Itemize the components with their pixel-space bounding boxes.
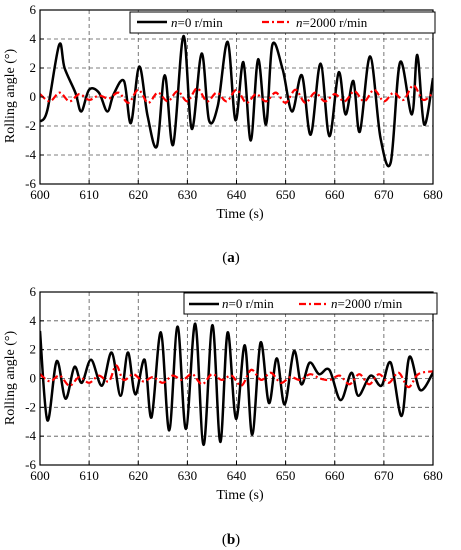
y-tick-label-a: 4 <box>30 31 37 46</box>
caption-b: (b) <box>222 532 240 548</box>
series-line-n2000-b <box>40 364 433 389</box>
legend-a: n=0 r/min n=2000 r/min <box>129 11 436 34</box>
y-tick-label-b: -6 <box>25 457 36 472</box>
y-tick-label-a: -6 <box>25 176 36 191</box>
x-tick-label-a: 600 <box>30 187 50 202</box>
legend-rest-n0-a: =0 r/min <box>178 15 224 30</box>
y-tick-label-b: 4 <box>30 313 37 328</box>
x-tick-label-a: 670 <box>374 187 394 202</box>
chart-panel-b: Rolling angle (°) Time (s) 600 610 620 630 6… <box>3 284 443 548</box>
y-tick-label-b: 6 <box>30 284 37 299</box>
x-tick-label-a: 660 <box>325 187 345 202</box>
series-line-n0-a <box>40 34 433 168</box>
x-tick-label-b: 680 <box>423 468 443 483</box>
x-tick-label-b: 630 <box>178 468 198 483</box>
legend-var-n2000-b: n <box>331 296 338 311</box>
legend-rest-n2000-b: =2000 r/min <box>338 296 403 311</box>
y-tick-label-a: -4 <box>25 147 36 162</box>
x-tick-label-b: 640 <box>227 468 247 483</box>
y-tick-label-a: -2 <box>25 118 36 133</box>
x-tick-label-b: 670 <box>374 468 394 483</box>
x-axis-title-b: Time (s) <box>216 488 264 503</box>
legend-label-n2000-a: n=2000 r/min <box>296 15 368 30</box>
x-axis-title-a: Time (s) <box>216 207 264 222</box>
y-tick-label-a: 0 <box>30 89 37 104</box>
legend-var-n0-a: n <box>171 15 178 30</box>
y-tick-label-b: -4 <box>25 428 36 443</box>
x-tick-label-b: 610 <box>79 468 99 483</box>
y-tick-label-a: 6 <box>30 2 37 17</box>
x-tick-label-a: 610 <box>79 187 99 202</box>
series-line-n0-b <box>40 322 433 447</box>
x-tick-label-b: 600 <box>30 468 50 483</box>
legend-rest-n2000-a: =2000 r/min <box>303 15 368 30</box>
x-tick-label-b: 650 <box>276 468 296 483</box>
x-tick-label-a: 640 <box>227 187 247 202</box>
x-tick-label-a: 650 <box>276 187 296 202</box>
x-tick-label-b: 620 <box>129 468 149 483</box>
legend-label-n2000-b: n=2000 r/min <box>331 296 403 311</box>
plot-area-b: 600 610 620 630 640 650 660 670 680 -6 -4 -2 0 2 4 6 <box>25 284 443 483</box>
legend-label-n0-a: n=0 r/min <box>171 15 223 30</box>
legend-var-n0-b: n <box>222 296 229 311</box>
y-tick-label-b: -2 <box>25 399 36 414</box>
legend-rest-n0-b: =0 r/min <box>229 296 275 311</box>
x-tick-label-b: 660 <box>325 468 345 483</box>
x-tick-label-a: 680 <box>423 187 443 202</box>
plot-area-a: 600 610 620 630 640 650 660 670 680 -6 -4 -2 0 2 4 6 <box>25 2 443 202</box>
y-axis-title-a: Rolling angle (°) <box>3 49 18 144</box>
legend-b: n=0 r/min n=2000 r/min <box>183 292 438 315</box>
y-axis-title-b: Rolling angle (°) <box>3 331 18 426</box>
legend-label-n0-b: n=0 r/min <box>222 296 274 311</box>
y-tick-label-b: 0 <box>30 371 37 386</box>
y-tick-label-a: 2 <box>30 60 37 75</box>
y-tick-label-b: 2 <box>30 342 37 357</box>
caption-letter-b: b <box>227 532 235 548</box>
caption-letter-a: a <box>227 250 235 266</box>
x-tick-label-a: 630 <box>178 187 198 202</box>
legend-var-n2000-a: n <box>296 15 303 30</box>
series-line-n2000-a <box>40 84 433 104</box>
x-tick-label-a: 620 <box>129 187 149 202</box>
caption-a: (a) <box>222 250 240 266</box>
chart-panel-a: Rolling angle (°) Time (s) 600 610 620 630 6… <box>3 2 443 266</box>
